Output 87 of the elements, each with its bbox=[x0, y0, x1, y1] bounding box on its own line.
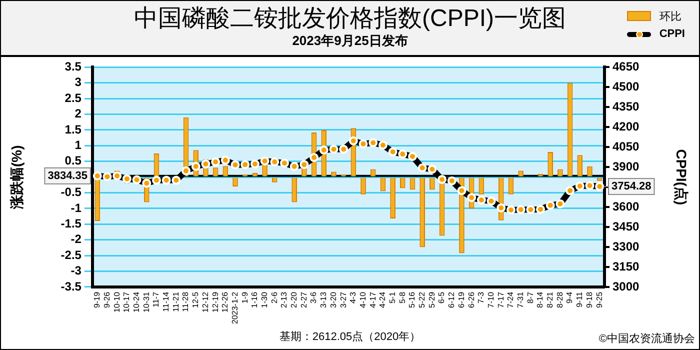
x-tick-label: 4-24 bbox=[378, 291, 388, 308]
x-tick-label: 3-27 bbox=[338, 291, 348, 308]
x-tick-label: 11-7 bbox=[152, 291, 161, 308]
x-tick-label: 6-19 bbox=[456, 291, 466, 308]
x-tick-label: 11-28 bbox=[181, 291, 190, 312]
y-tick-label: 2.5 bbox=[64, 90, 82, 105]
x-tick-label: 8-21 bbox=[546, 291, 555, 308]
x-tick-label: 4-10 bbox=[358, 291, 368, 308]
y2-tick-label: 3600 bbox=[612, 199, 640, 214]
x-tick-label: 9-18 bbox=[584, 291, 594, 308]
x-tick-label: 9-4 bbox=[565, 291, 574, 304]
y-tick-label: -2.5 bbox=[60, 248, 82, 262]
x-tick-label: 5-29 bbox=[427, 291, 436, 308]
x-tick-label: 4-3 bbox=[348, 291, 358, 304]
y-tick-label: 3.5 bbox=[64, 60, 82, 74]
x-tick-label: 10-24 bbox=[132, 291, 141, 312]
x-tick-label: 12-12 bbox=[200, 291, 210, 312]
text: 基期：2612.05点（2020年） bbox=[279, 331, 421, 343]
y-tick-label: -2 bbox=[70, 232, 82, 246]
x-tick-label: 12-5 bbox=[191, 291, 200, 308]
x-tick-label: 5-1 bbox=[388, 291, 398, 304]
y-tick-label: -3 bbox=[70, 264, 82, 278]
x-tick-label: 11-14 bbox=[162, 291, 171, 312]
y-tick-label: 2 bbox=[74, 106, 82, 121]
y-tick-label: 1 bbox=[74, 138, 82, 152]
x-tick-label: 2-6 bbox=[270, 291, 279, 304]
y2-axis-title: CPPI(点) bbox=[674, 149, 690, 206]
x-tick-label: 7-17 bbox=[496, 291, 506, 308]
y2-tick-label: 3150 bbox=[612, 259, 640, 274]
y2-tick-label: 4200 bbox=[612, 119, 640, 134]
y-tick-label: 0.5 bbox=[64, 154, 82, 168]
x-tick-label: 12-26 bbox=[220, 291, 230, 312]
y-tick-label: -3.5 bbox=[60, 279, 82, 294]
y2-tick-label: 3000 bbox=[612, 279, 640, 294]
x-tick-label: 1-30 bbox=[260, 291, 269, 308]
x-tick-label: 9-11 bbox=[575, 291, 584, 308]
x-tick-label: 6-12 bbox=[447, 291, 456, 308]
x-tick-label: 9-25 bbox=[594, 291, 604, 308]
x-tick-label: 10-31 bbox=[142, 291, 151, 312]
x-tick-label: 7-24 bbox=[506, 291, 516, 308]
y-tick-label: -1 bbox=[70, 200, 82, 215]
x-tick-label: 2023-1-2 bbox=[230, 291, 240, 324]
x-tick-label: 7-31 bbox=[516, 291, 526, 308]
x-tick-label: 1-9 bbox=[240, 291, 250, 304]
x-tick-label: 5-16 bbox=[408, 291, 417, 308]
text: 3754.28 bbox=[612, 180, 652, 193]
chart-title: 中国磷酸二铵批发价格指数(CPPI)一览图 bbox=[134, 5, 566, 32]
x-tick-label: 2-20 bbox=[290, 291, 299, 308]
y2-tick-label: 4050 bbox=[612, 139, 640, 154]
x-tick-label: 7-10 bbox=[486, 291, 496, 308]
x-tick-label: 8-7 bbox=[526, 291, 535, 304]
x-tick-label: 9-19 bbox=[92, 291, 102, 308]
chart-subtitle: 2023年9月25日发布 bbox=[292, 33, 408, 48]
x-tick-label: 6-5 bbox=[437, 291, 446, 304]
y2-tick-label: 3900 bbox=[612, 159, 640, 174]
x-tick-label: 2-27 bbox=[299, 291, 308, 308]
x-tick-label: 6-26 bbox=[466, 291, 476, 308]
ref-line-label: 3834.35 bbox=[48, 170, 88, 182]
x-tick-label: 8-28 bbox=[555, 291, 564, 308]
y-axis-title: 涨跌幅(%) bbox=[8, 145, 24, 210]
x-tick-label: 8-14 bbox=[536, 291, 545, 308]
y2-tick-label: 4650 bbox=[612, 60, 640, 74]
x-tick-label: 5-22 bbox=[418, 291, 427, 308]
y2-tick-label: 3300 bbox=[612, 239, 640, 254]
y2-tick-label: 4350 bbox=[612, 99, 640, 114]
x-tick-label: 3-13 bbox=[319, 291, 328, 308]
x-tick-label: 5-8 bbox=[398, 291, 407, 304]
text: ©中国农资流通协会 bbox=[598, 332, 695, 346]
x-tick-label: 3-20 bbox=[328, 291, 338, 308]
x-tick-label: 10-17 bbox=[122, 291, 132, 312]
x-tick-label: 10-10 bbox=[112, 291, 122, 312]
x-tick-label: 9-26 bbox=[102, 291, 112, 308]
legend-label: 环比 bbox=[659, 10, 682, 24]
y-tick-label: 3 bbox=[74, 75, 82, 90]
x-tick-label: 11-21 bbox=[171, 291, 180, 312]
x-tick-label: 1-16 bbox=[250, 291, 260, 308]
x-tick-label: 4-17 bbox=[368, 291, 378, 308]
x-tick-label: 7-3 bbox=[476, 291, 486, 304]
x-tick-label: 12-19 bbox=[210, 291, 220, 312]
y-tick-label: -0.5 bbox=[60, 185, 82, 200]
x-tick-label: 3-6 bbox=[309, 291, 318, 304]
y-tick-label: -1.5 bbox=[60, 216, 82, 230]
legend-label: CPPI bbox=[659, 28, 685, 40]
y2-tick-label: 4500 bbox=[612, 79, 640, 94]
y2-tick-label: 3450 bbox=[612, 219, 640, 234]
y-tick-label: 1.5 bbox=[64, 122, 82, 136]
x-tick-label: 2-13 bbox=[280, 291, 289, 308]
